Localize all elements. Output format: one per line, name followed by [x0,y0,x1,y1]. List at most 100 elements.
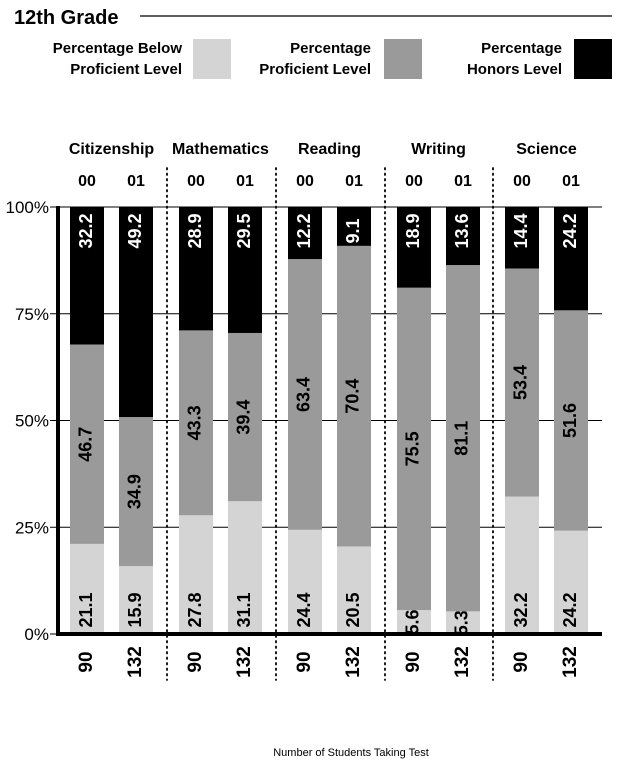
y-tick-label: 50% [15,412,49,431]
data-label-below: 27.8 [185,592,205,627]
subject-label: Citizenship [69,141,155,158]
data-label-proficient: 39.4 [234,400,254,435]
data-label-honors: 28.9 [185,213,205,248]
x-axis-label: Number of Students Taking Test [273,747,429,759]
data-label-below: 15.9 [125,592,145,627]
bar-segment-proficient [505,268,539,497]
legend-percentage-below-proficient-level-label: Percentage Below [53,40,183,57]
data-label-honors: 32.2 [76,213,96,248]
subject-group-reading: Reading 00 24.4 63.4 12.2 90 01 20.5 70.4 9.1 132 [288,141,371,678]
data-label-proficient: 70.4 [343,379,363,414]
legend-percentage-below-proficient-level-swatch [193,39,231,79]
y-tick-label: 75% [15,305,49,324]
y-tick-label: 25% [15,518,49,537]
data-label-below: 32.2 [511,592,531,627]
subject-group-citizenship: Citizenship 00 21.1 46.7 32.2 90 01 15.9 34.9 49.… [69,141,155,678]
bar-segment-honors [228,207,262,333]
bar-segment-honors [446,207,480,266]
bar-segment-honors [337,207,371,246]
bar-segment-below [70,543,104,634]
bar-segment-below [288,529,322,634]
data-label-honors: 9.1 [343,218,363,243]
data-label-honors: 29.5 [234,213,254,248]
bar-segment-honors [119,207,153,418]
student-count-label: 90 [294,651,315,672]
subject-groups: Citizenship 00 21.1 46.7 32.2 90 01 15.9 34.9 49.… [56,141,602,681]
bar-segment-honors [179,207,213,331]
bar-segment-proficient [446,265,480,612]
year-label: 01 [454,173,472,190]
data-label-below: 31.1 [234,592,254,627]
data-label-proficient: 81.1 [452,421,472,456]
bar-segment-below [179,515,213,634]
subject-label: Writing [411,141,466,158]
legend-percentage-proficient-level-label: Proficient Level [259,61,371,78]
subject-group-mathematics: Mathematics 00 27.8 43.3 28.9 90 01 31.1 39.4 29.… [172,141,269,678]
bar-segment-honors [554,207,588,311]
data-label-honors: 18.9 [403,213,423,248]
year-label: 00 [296,173,314,190]
bar-segment-honors [505,207,539,269]
data-label-honors: 24.2 [560,213,580,248]
bar-segment-below [228,501,262,634]
data-label-below: 21.1 [76,592,96,627]
subject-label: Mathematics [172,141,269,158]
year-label: 01 [562,173,580,190]
student-count-label: 90 [511,651,532,672]
year-label: 00 [513,173,531,190]
student-count-label: 132 [125,646,146,678]
data-label-honors: 12.2 [294,213,314,248]
y-tick-label: 0% [24,625,49,644]
data-label-honors: 13.6 [452,213,472,248]
year-label: 01 [236,173,254,190]
data-label-honors: 49.2 [125,213,145,248]
student-count-label: 90 [185,651,206,672]
bar-segment-below [446,611,480,634]
year-label: 00 [187,173,205,190]
legend-percentage-honors-level-swatch [574,39,612,79]
bar-segment-proficient [179,330,213,516]
student-count-label: 132 [343,646,364,678]
data-label-below: 24.4 [294,592,314,627]
bar-segment-proficient [554,310,588,531]
bar-segment-proficient [70,344,104,544]
student-count-label: 90 [403,651,424,672]
legend-percentage-proficient-level-swatch [384,39,422,79]
legend-percentage-below-proficient-level-label: Proficient Level [70,61,182,78]
subject-group-science: Science 00 32.2 53.4 14.4 90 01 24.2 51.6 24.2 132 [505,141,588,678]
data-label-below: 5.6 [403,610,423,635]
legend-percentage-honors-level-label: Percentage [481,40,562,57]
year-label: 01 [345,173,363,190]
legend-percentage-proficient-level-label: Percentage [290,40,371,57]
data-label-honors: 14.4 [511,213,531,248]
student-count-label: 90 [76,651,97,672]
subject-label: Reading [298,141,361,158]
subject-label: Science [516,141,577,158]
y-tick-label: 100% [6,198,49,217]
bar-segment-below [397,610,431,634]
data-label-below: 5.3 [452,610,472,635]
bar-segment-honors [397,207,431,288]
data-label-proficient: 51.6 [560,403,580,438]
year-label: 00 [405,173,423,190]
bar-segment-proficient [288,259,322,530]
y-axis: 0% 25% 50% 75% 100% [6,198,60,644]
student-count-label: 132 [234,646,255,678]
bar-segment-honors [288,207,322,260]
data-label-proficient: 53.4 [511,365,531,400]
data-label-proficient: 34.9 [125,474,145,509]
student-count-label: 132 [452,646,473,678]
year-label: 01 [127,173,145,190]
legend-percentage-honors-level-label: Honors Level [467,61,562,78]
data-label-below: 20.5 [343,592,363,627]
bar-segment-below [554,530,588,634]
bar-segment-honors [70,207,104,345]
bar-segment-proficient [397,287,431,611]
bar-segment-below [119,566,153,634]
data-label-proficient: 63.4 [294,377,314,412]
data-label-proficient: 75.5 [403,431,423,466]
chart-title: 12th Grade [14,7,118,29]
data-label-below: 24.2 [560,592,580,627]
legend: Percentage Below Proficient Level Percenta… [53,39,612,79]
